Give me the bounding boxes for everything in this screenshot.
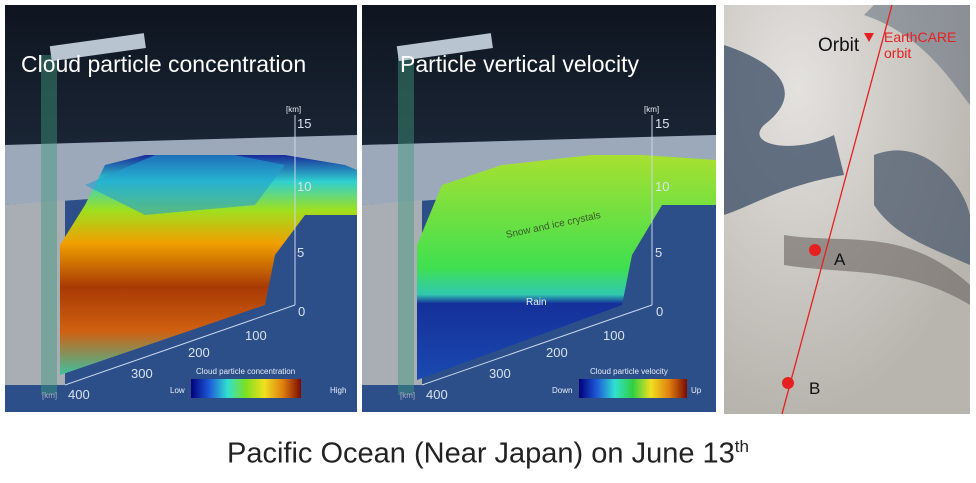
x-tick: 100 <box>245 328 267 343</box>
colorbar-low-label: Down <box>552 386 573 395</box>
legend-earthcare: EarthCARE <box>884 29 957 45</box>
cloud-concentration-visualization <box>5 5 357 412</box>
panel-title: Particle vertical velocity <box>400 51 640 77</box>
satellite-map-panel: Orbit EarthCARE orbit A B <box>724 5 970 414</box>
z-axis-unit: [km] <box>286 105 302 114</box>
colorbar <box>579 379 687 398</box>
colorbar-low-label: Low <box>170 386 185 395</box>
caption-superscript: th <box>734 437 749 456</box>
z-tick: 5 <box>655 245 663 260</box>
colorbar <box>191 379 301 398</box>
x-tick: 100 <box>603 328 625 343</box>
x-tick: 200 <box>546 345 568 360</box>
x-axis-unit: [km] <box>42 391 58 400</box>
z-axis-unit: [km] <box>644 105 660 114</box>
z-tick: 15 <box>297 116 312 131</box>
orbit-label: Orbit <box>818 35 860 56</box>
z-tick: 10 <box>297 179 312 194</box>
colorbar-title: Cloud particle velocity <box>590 367 668 376</box>
point-b-label: B <box>809 379 821 398</box>
figure-caption: Pacific Ocean (Near Japan) on June 13th <box>0 437 976 471</box>
x-tick: 400 <box>68 387 90 402</box>
legend-orbit: orbit <box>884 45 912 61</box>
x-tick: 300 <box>489 366 511 381</box>
colorbar-high-label: Up <box>691 386 702 395</box>
vertical-velocity-visualization <box>362 5 716 412</box>
panel-title: Cloud particle concentration <box>21 51 307 77</box>
vertical-velocity-panel: Particle vertical velocity [km] 15 10 5 … <box>362 5 716 412</box>
point-a-label: A <box>834 250 846 269</box>
x-tick: 300 <box>131 366 153 381</box>
cloud-concentration-panel: Cloud particle concentration [km] 15 10 … <box>5 5 357 412</box>
caption-text: Pacific Ocean (Near Japan) on June 13 <box>227 437 735 470</box>
satellite-cloud-image <box>724 5 970 414</box>
x-axis-unit: [km] <box>400 391 416 400</box>
colorbar-high-label: High <box>330 386 347 395</box>
z-tick: 0 <box>656 304 664 319</box>
x-tick: 200 <box>188 345 210 360</box>
z-tick: 15 <box>655 116 670 131</box>
x-tick: 400 <box>426 387 448 402</box>
colorbar-title: Cloud particle concentration <box>196 367 296 376</box>
rain-annotation: Rain <box>526 297 547 308</box>
z-tick: 5 <box>297 245 305 260</box>
z-tick: 10 <box>655 179 670 194</box>
z-tick: 0 <box>298 304 306 319</box>
